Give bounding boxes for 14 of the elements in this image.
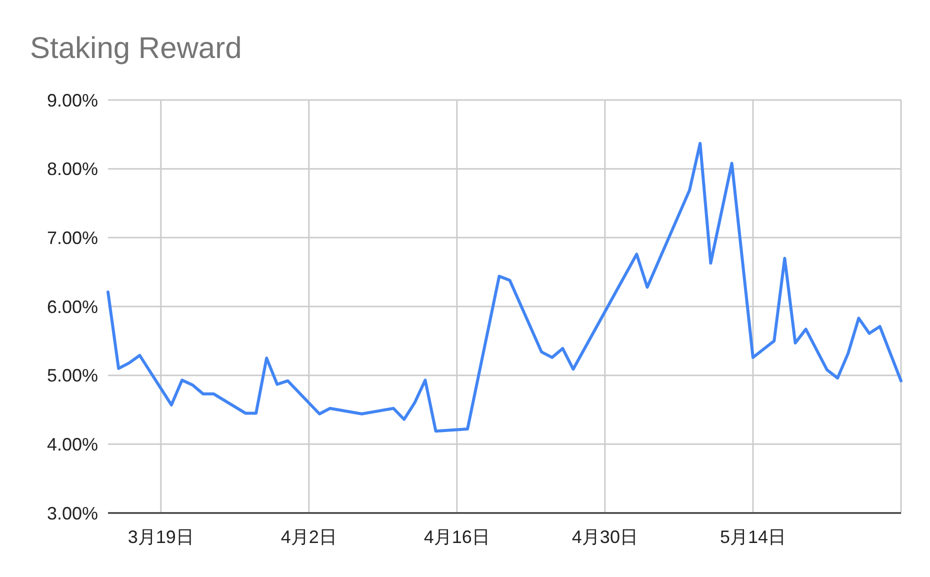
y-tick-label: 7.00% bbox=[46, 228, 98, 248]
y-tick-label: 9.00% bbox=[46, 90, 98, 110]
y-tick-label: 6.00% bbox=[46, 296, 98, 317]
y-tick-label: 5.00% bbox=[46, 366, 98, 386]
x-tick-label: 3月19日 bbox=[128, 527, 194, 547]
chart-title: Staking Reward bbox=[30, 32, 242, 65]
line-series bbox=[106, 142, 902, 433]
y-tick-label: 3.00% bbox=[46, 503, 98, 524]
x-tick-label: 4月30日 bbox=[572, 527, 638, 547]
x-tick-label: 4月16日 bbox=[424, 527, 490, 547]
y-tick-label: 4.00% bbox=[46, 434, 98, 454]
y-tick-label: 8.00% bbox=[46, 159, 98, 180]
x-tick-label: 5月14日 bbox=[720, 527, 786, 547]
x-tick-label: 4月2日 bbox=[280, 527, 337, 547]
